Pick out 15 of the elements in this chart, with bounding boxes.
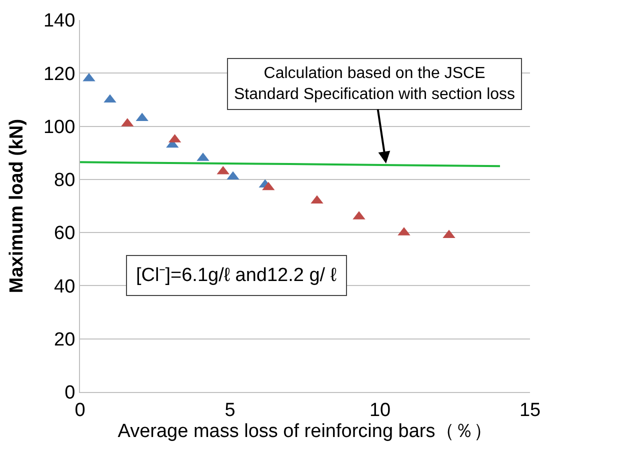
x-tick-label: 15 (519, 400, 541, 421)
y-tick-label: 120 (43, 64, 76, 85)
x-axis-title: Average mass loss of reinforcing bars（％） (118, 420, 492, 442)
y-tick-label: 60 (54, 223, 76, 244)
y-axis-title: Maximum load (kN) (6, 118, 28, 294)
x-tick-label: 5 (224, 400, 236, 421)
y-tick-label: 0 (64, 382, 76, 404)
annotation: [Cl⁻]=6.1g/ℓ and12.2 g/ ℓ (136, 265, 336, 286)
y-tick-label: 40 (54, 276, 76, 298)
y-tick-label: 100 (43, 116, 76, 138)
y-tick-label: 140 (43, 10, 76, 32)
y-tick-label: 20 (54, 330, 76, 351)
y-tick-label: 80 (54, 170, 76, 192)
annotation: Calculation based on the JSCE Standard Specification with section loss (234, 65, 516, 103)
x-tick-label: 10 (369, 400, 391, 421)
